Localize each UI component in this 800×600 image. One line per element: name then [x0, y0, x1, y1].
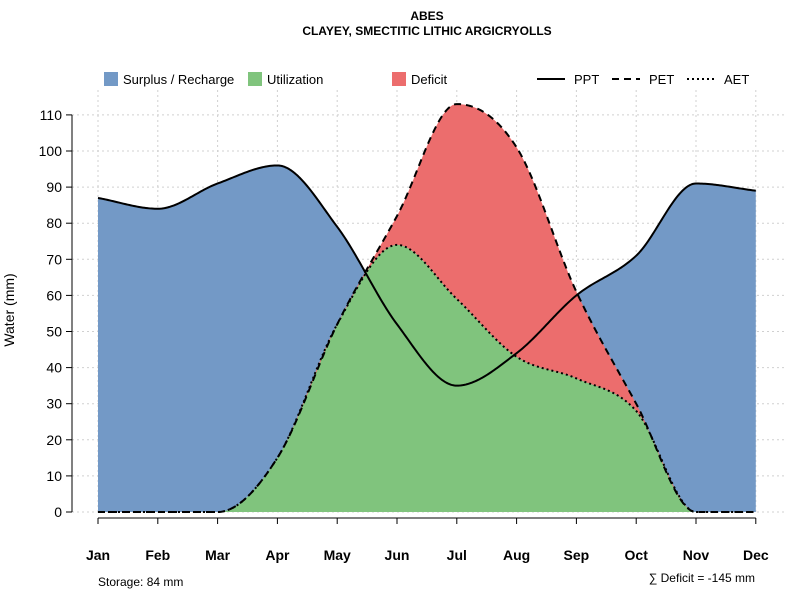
y-tick-label: 90 — [46, 179, 62, 195]
y-tick-label: 70 — [46, 251, 62, 267]
legend-label-surplus: Surplus / Recharge — [123, 72, 234, 87]
x-tick-label: Mar — [205, 547, 230, 563]
x-tick-label: Dec — [743, 547, 769, 563]
series-lines — [97, 103, 756, 513]
y-tick-label: 10 — [46, 468, 62, 484]
y-tick-label: 0 — [54, 504, 62, 520]
x-tick-label: Feb — [145, 547, 170, 563]
x-tick-label: Sep — [564, 547, 590, 563]
y-tick-label: 50 — [46, 324, 62, 340]
chart-title: ABES — [410, 9, 443, 23]
x-tick-label: Jan — [86, 547, 110, 563]
legend-label-aet: AET — [724, 72, 749, 87]
legend-swatch-utilization — [248, 72, 262, 86]
utilization-area — [98, 244, 756, 513]
deficit-footer: ∑ Deficit = -145 mm — [649, 571, 755, 585]
x-tick-label: Jul — [447, 547, 467, 563]
y-tick-label: 60 — [46, 287, 62, 303]
y-tick-label: 100 — [39, 143, 63, 159]
x-tick-label: May — [324, 547, 351, 563]
legend-label-ppt: PPT — [574, 72, 599, 87]
chart-subtitle: CLAYEY, SMECTITIC LITHIC ARGICRYOLLS — [302, 24, 551, 38]
y-tick-label: 110 — [40, 107, 63, 123]
x-tick-label: Nov — [683, 547, 710, 563]
ppt-line — [97, 164, 756, 387]
pet-line — [98, 103, 756, 513]
y-tick-label: 40 — [46, 360, 62, 376]
legend-swatch-deficit — [392, 72, 406, 86]
y-axis-label: Water (mm) — [1, 273, 17, 346]
legend-label-utilization: Utilization — [267, 72, 323, 87]
y-tick-label: 80 — [46, 215, 62, 231]
storage-footer: Storage: 84 mm — [98, 575, 183, 589]
x-tick-label: Aug — [503, 547, 530, 563]
legend-label-pet: PET — [649, 72, 674, 87]
x-tick-label: Oct — [625, 547, 649, 563]
x-tick-label: Jun — [385, 547, 410, 563]
deficit-area — [98, 104, 756, 512]
legend: Surplus / Recharge Utilization Deficit P… — [104, 72, 749, 87]
y-tick-label: 20 — [46, 432, 62, 448]
legend-label-deficit: Deficit — [411, 72, 448, 87]
axes: 0 10 20 30 40 50 60 70 80 90 100 110 Jan Feb Mar Apr May… — [39, 107, 769, 563]
x-tick-label: Apr — [265, 547, 290, 563]
y-tick-label: 30 — [46, 396, 62, 412]
areas — [98, 104, 756, 513]
legend-swatch-surplus — [104, 72, 118, 86]
